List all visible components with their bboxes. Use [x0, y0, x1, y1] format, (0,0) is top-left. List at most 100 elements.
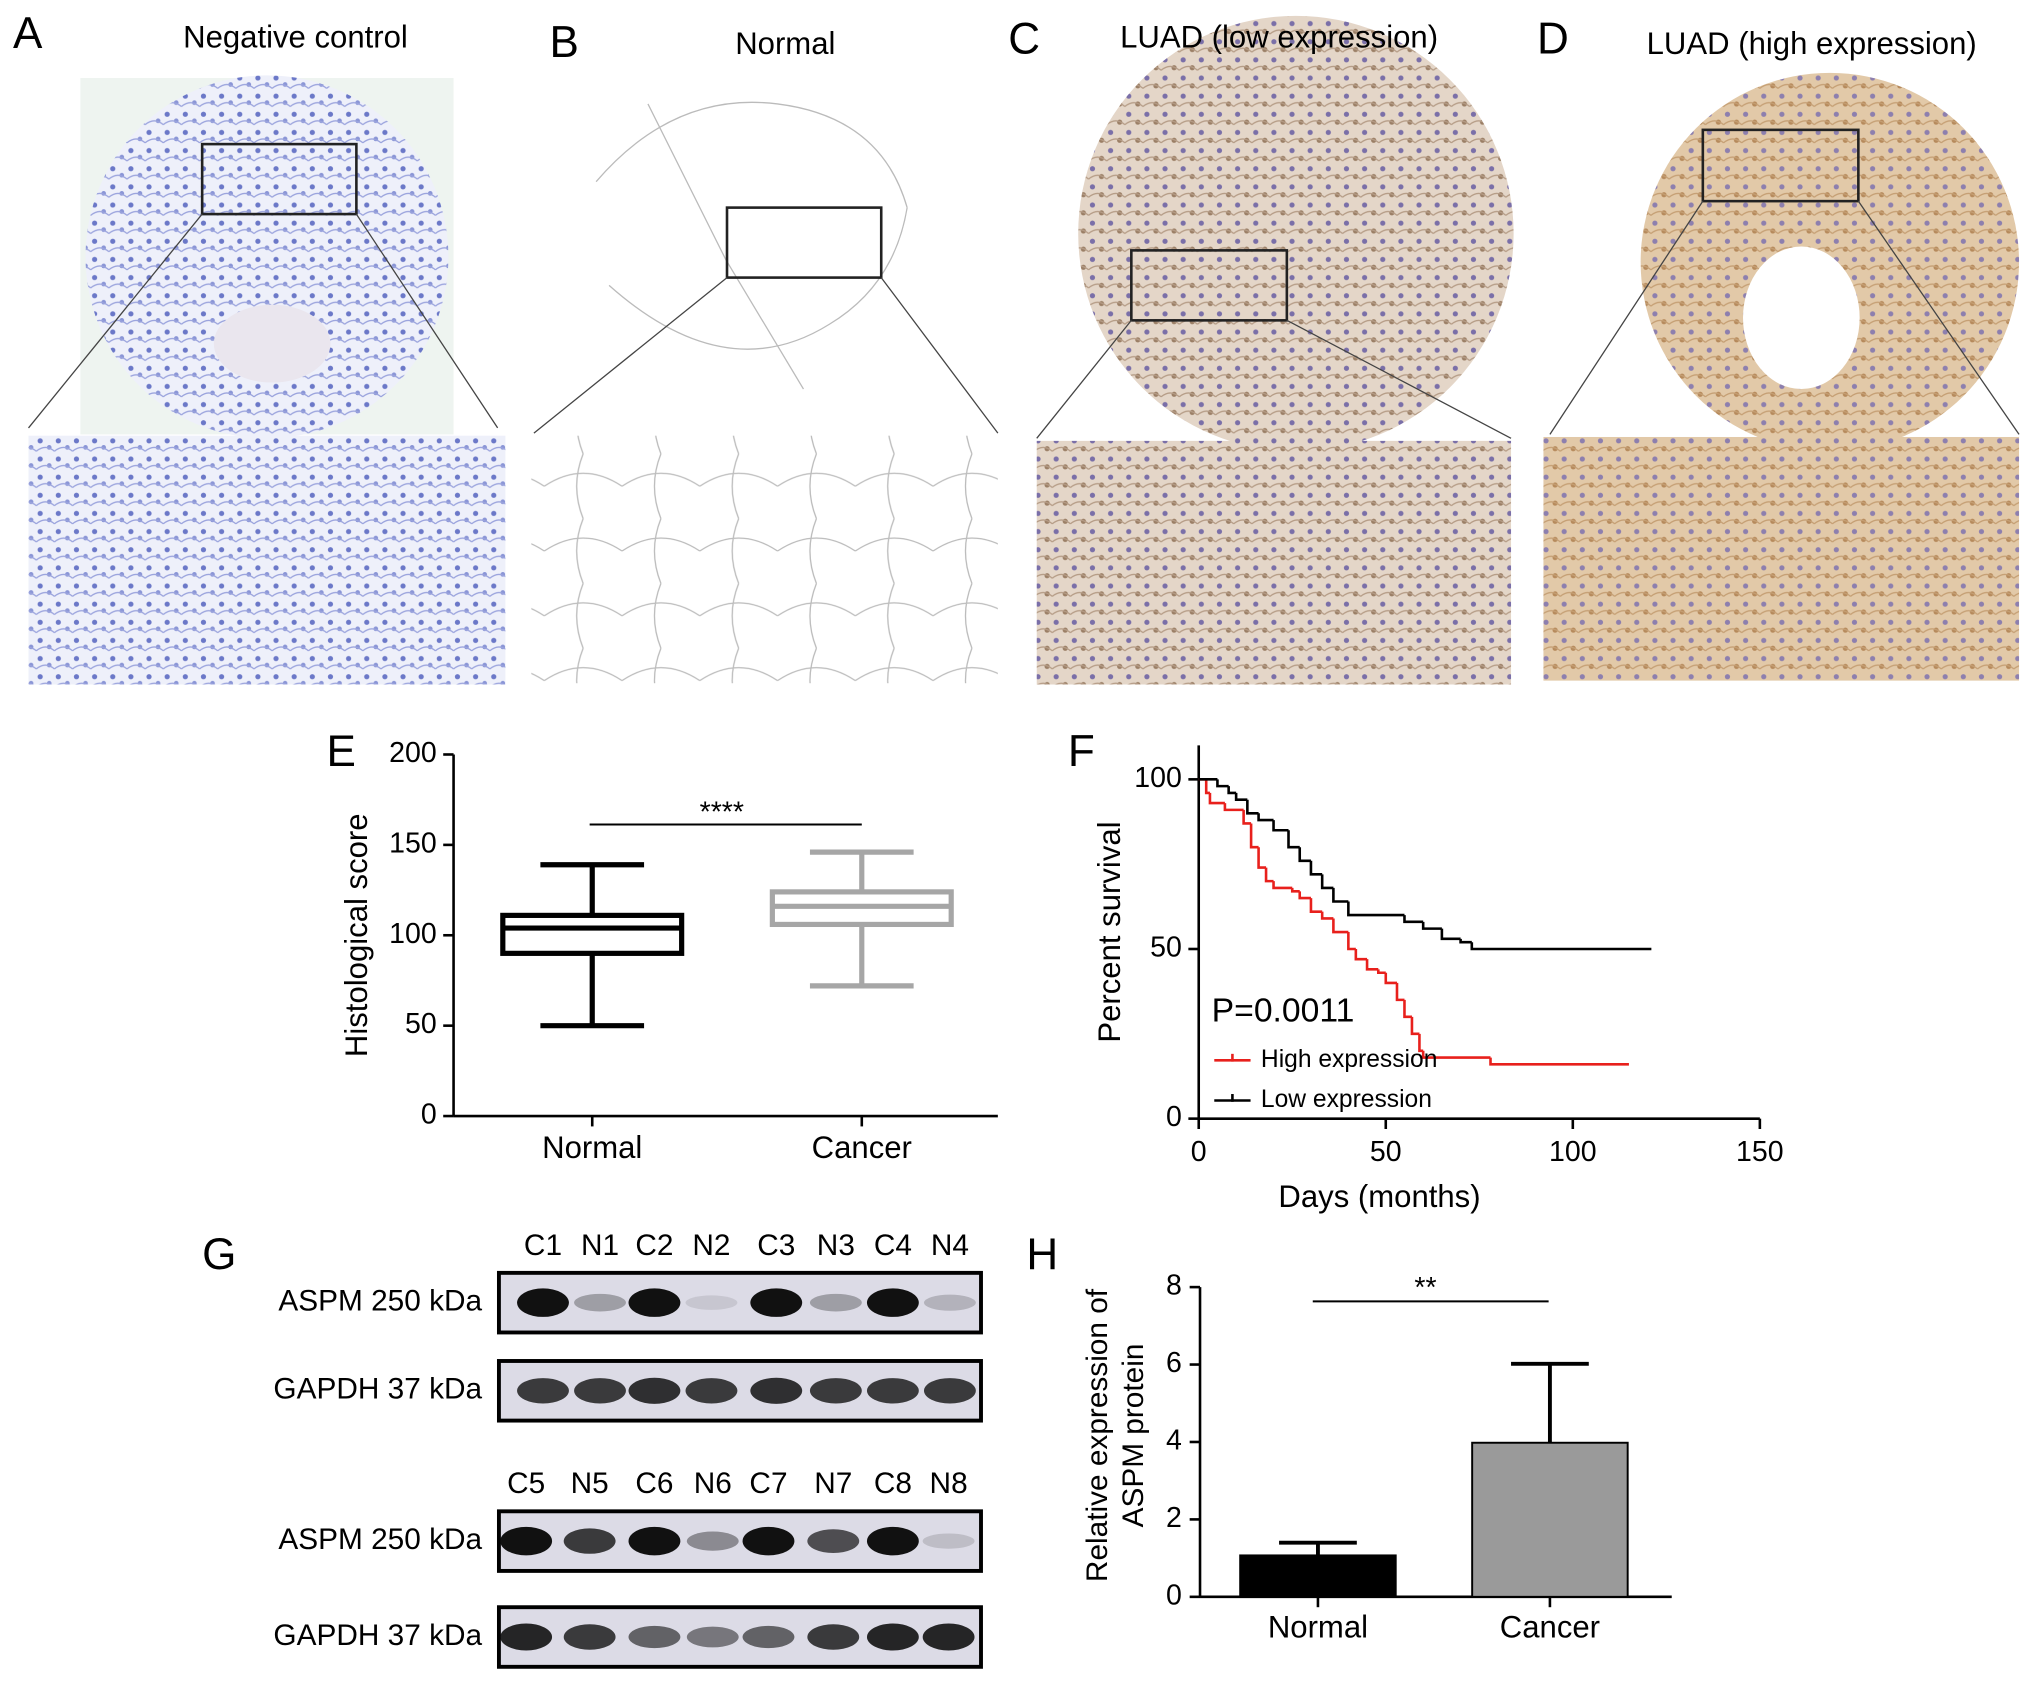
panel-letter: D [1537, 14, 1569, 63]
lane-label: N7 [814, 1467, 852, 1500]
lane-label: C1 [524, 1229, 562, 1262]
band [750, 1288, 803, 1317]
band [517, 1288, 569, 1317]
x-axis-label: Days (months) [1278, 1179, 1480, 1214]
band [807, 1529, 860, 1554]
x-tick-label: Normal [1268, 1609, 1368, 1644]
survival-step [1242, 809, 1252, 825]
blot-label: GAPDH 37 kDa [273, 1373, 482, 1406]
band [742, 1526, 795, 1556]
band [628, 1526, 681, 1556]
band [807, 1624, 860, 1650]
panel-letter: F [1068, 727, 1095, 776]
survival-step [1418, 1033, 1424, 1053]
band [574, 1293, 626, 1312]
tissue-c [1036, 15, 1514, 685]
survival-step [1347, 901, 1405, 917]
survival-step [1320, 911, 1334, 920]
bar [1471, 1441, 1629, 1598]
panel-title: LUAD (low expression) [1120, 19, 1438, 54]
band [685, 1378, 738, 1404]
lane-label: C2 [635, 1229, 673, 1262]
y-axis-label: Histological score [339, 813, 374, 1057]
band [922, 1623, 975, 1651]
survival-step [1223, 803, 1244, 812]
tick-label: 50 [405, 1008, 437, 1040]
survival-step [1249, 823, 1259, 849]
band [686, 1626, 739, 1648]
tick-label: 0 [1166, 1101, 1182, 1133]
band [563, 1624, 616, 1650]
x-tick-label: Normal [542, 1130, 642, 1165]
band [500, 1526, 553, 1556]
significance: ** [1414, 1272, 1436, 1304]
bar [1239, 1554, 1397, 1598]
tick-label: 150 [389, 827, 437, 859]
y-axis-label: ASPM protein [1117, 1344, 1150, 1528]
panel-letter: A [13, 9, 43, 58]
survival-step [1403, 999, 1412, 1019]
box [500, 912, 685, 956]
tick-label: 0 [1166, 1579, 1182, 1611]
x-tick-label: Cancer [812, 1130, 912, 1165]
error-bar [1511, 1361, 1589, 1443]
survival-step [1298, 847, 1311, 863]
tick-label: 2 [1166, 1502, 1182, 1534]
tick-label: 50 [1370, 1136, 1402, 1168]
tick-label: 100 [1549, 1136, 1597, 1168]
lane-label: C4 [874, 1229, 912, 1262]
survival-step [1309, 860, 1323, 876]
survival-step [1459, 938, 1472, 944]
band [809, 1293, 862, 1312]
band [750, 1377, 803, 1404]
tissue-a [28, 75, 506, 685]
survival-step [1309, 898, 1323, 913]
band [628, 1377, 681, 1404]
survival-step [1246, 799, 1259, 815]
survival-step [1208, 792, 1225, 805]
error-bar [1279, 1540, 1357, 1556]
band [866, 1378, 919, 1404]
survival-step [1320, 874, 1334, 890]
band [923, 1378, 976, 1404]
band [517, 1378, 569, 1404]
tick-label: 8 [1166, 1270, 1182, 1302]
band [809, 1378, 862, 1404]
band [628, 1625, 681, 1649]
survival-step [1489, 1057, 1629, 1066]
panel-letter: E [327, 727, 356, 776]
lane-label: N4 [931, 1229, 969, 1262]
tick-label: 100 [389, 918, 437, 950]
lane-label: N5 [571, 1467, 609, 1500]
tick-label: 0 [1191, 1136, 1207, 1168]
survival-step [1332, 887, 1349, 903]
survival-step [1354, 948, 1368, 961]
band [923, 1294, 976, 1311]
lane-label: N6 [694, 1467, 732, 1500]
survival-step [1332, 918, 1349, 934]
lane-label: C3 [757, 1229, 795, 1262]
tick-label: 200 [389, 737, 437, 769]
lane-label: C6 [635, 1467, 673, 1500]
tick-label: 4 [1166, 1425, 1182, 1457]
survival-step [1410, 1016, 1420, 1036]
panel-letter: G [202, 1230, 236, 1279]
lane-label: C7 [749, 1467, 787, 1500]
lane-label: N8 [930, 1467, 968, 1500]
y-axis-label: Relative expression of [1081, 1288, 1114, 1582]
survival-step [1257, 813, 1274, 822]
blot-label: GAPDH 37 kDa [273, 1619, 482, 1652]
x-tick-label: Cancer [1500, 1609, 1600, 1644]
survival-step [1376, 969, 1386, 975]
tick-label: 100 [1134, 762, 1182, 794]
lane-label: N3 [817, 1229, 855, 1262]
survival-step [1440, 928, 1461, 941]
panel-title: LUAD (high expression) [1647, 26, 1977, 61]
lane-label: C5 [507, 1467, 545, 1500]
significance: **** [700, 797, 744, 829]
band [866, 1623, 919, 1651]
tissue-b [531, 101, 999, 684]
panel-letter: C [1008, 14, 1040, 63]
legend-label: High expression [1261, 1046, 1437, 1073]
